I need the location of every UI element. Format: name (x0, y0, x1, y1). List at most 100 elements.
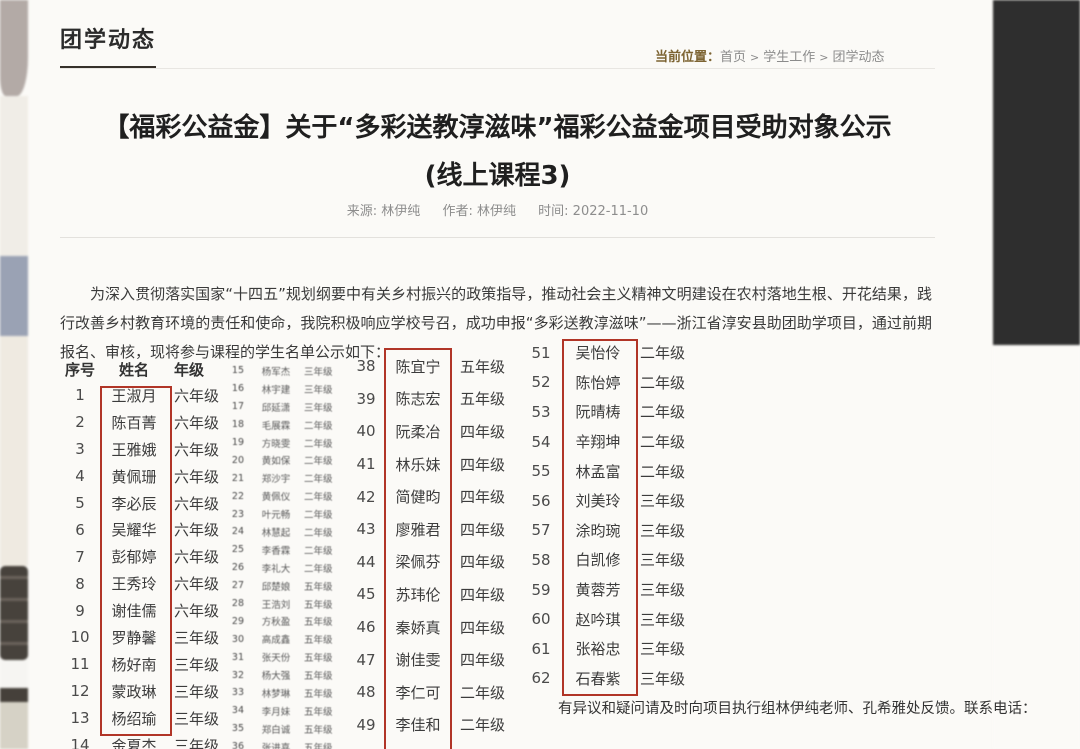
roster-row-grade: 五年级 (304, 688, 333, 700)
roster-row-no: 5 (75, 494, 85, 512)
roster-row-grade: 四年级 (460, 455, 506, 474)
roster-row: 36 张进喜 五年级 (228, 738, 343, 749)
roster-row-no: 58 (531, 550, 551, 569)
roster-row-name: 谢佳雯 (395, 651, 441, 670)
roster-row-no: 17 (231, 401, 244, 413)
roster-row-no: 20 (231, 454, 244, 466)
breadcrumb-link-1[interactable]: 学生工作 (763, 50, 816, 65)
meta-author-value: 林伊纯 (476, 204, 516, 219)
roster-row-no: 34 (231, 705, 244, 717)
highlight-box-names-1 (100, 386, 172, 736)
roster-row-no: 23 (231, 508, 244, 520)
roster-row: 54 辛翔坤 二年级 (528, 427, 703, 457)
roster-row: 1 王淑月 六年级 (60, 382, 290, 409)
roster-row-name: 李香霖 (261, 545, 291, 557)
roster-row-no: 57 (531, 521, 551, 540)
roster-row-name: 陈百菁 (111, 413, 157, 432)
roster-row-name: 方秋盈 (261, 617, 291, 629)
roster-row-grade: 三年级 (640, 669, 686, 688)
roster-row: 3 王雅娥 六年级 (60, 436, 290, 463)
highlight-box-names-4 (562, 339, 638, 696)
roster-row-grade: 三年级 (640, 610, 686, 629)
roster-row: 43 廖雅君 四年级 (352, 513, 527, 546)
roster-row-no: 7 (75, 547, 85, 566)
roster-row-name: 林宇建 (261, 384, 291, 396)
roster-row: 56 刘美玲 三年级 (528, 486, 703, 516)
header-no: 序号 (64, 360, 95, 379)
video-band (0, 336, 28, 566)
roster-row-no: 55 (531, 462, 551, 481)
roster-row: 58 白凯修 三年级 (528, 545, 703, 575)
roster-row-name: 陈志宏 (395, 390, 441, 409)
roster-row-name: 杨大强 (261, 671, 291, 683)
roster-row: 9 谢佳儒 六年级 (60, 597, 290, 624)
roster-row-no: 44 (356, 552, 376, 571)
roster-row: 60 赵吟琪 三年级 (528, 604, 703, 634)
roster-row: 53 阮晴梼 二年级 (528, 397, 703, 427)
roster-row: 55 林孟富 二年级 (528, 456, 703, 486)
roster-row-grade: 六年级 (174, 575, 220, 594)
roster-row-grade: 三年级 (304, 402, 333, 414)
roster-row-name: 李礼大 (261, 563, 291, 575)
roster-row: 52 陈怡婷 二年级 (528, 368, 703, 398)
roster-row-no: 19 (231, 437, 244, 448)
roster-row-grade: 四年级 (460, 553, 506, 572)
roster-row-name: 王雅娥 (111, 440, 157, 459)
roster-row-name: 邱楚娘 (261, 581, 291, 593)
breadcrumb-link-2[interactable]: 团学动态 (832, 50, 885, 65)
roster-row: 31 张天份 五年级 (228, 648, 343, 666)
roster-row-grade: 三年级 (174, 709, 220, 728)
roster-row-no: 18 (231, 419, 244, 431)
roster-row-grade: 四年级 (460, 488, 506, 507)
roster-row-name: 黄如保 (261, 456, 291, 468)
roster-row-name: 林孟富 (575, 462, 621, 481)
breadcrumb-link-0[interactable]: 首页 (720, 50, 747, 65)
roster-row-no: 35 (231, 723, 244, 735)
roster-row-name: 黄蓉芳 (575, 581, 621, 600)
roster-row-name: 梁佩芬 (395, 553, 441, 572)
roster-row-grade: 二年级 (640, 403, 686, 422)
roster-row-grade: 二年级 (640, 433, 686, 452)
roster-row-no: 27 (231, 580, 244, 592)
roster-row: 57 涂昀琬 三年级 (528, 516, 703, 546)
roster-row-no: 12 (70, 682, 90, 701)
roster-row-no: 51 (531, 343, 551, 362)
video-band (0, 702, 28, 749)
roster-row: 46 秦娇真 四年级 (352, 611, 527, 644)
roster-row-no: 56 (531, 491, 551, 510)
roster-row-no: 13 (70, 709, 90, 728)
roster-row-grade: 二年级 (304, 492, 333, 504)
roster-row-no: 29 (231, 615, 244, 627)
roster-row-name: 李仁可 (395, 683, 441, 702)
roster-row-grade: 四年级 (460, 585, 506, 604)
roster-row-grade: 二年级 (304, 474, 333, 486)
roster-row-no: 42 (356, 487, 376, 506)
roster-row: 33 林梦琳 五年级 (228, 684, 343, 702)
roster-row-no: 39 (356, 389, 376, 408)
meta-source-label: 来源: (346, 204, 378, 219)
roster-row-grade: 四年级 (460, 422, 506, 441)
roster-row-grade: 三年级 (640, 551, 686, 570)
header-name: 姓名 (118, 360, 149, 379)
video-band (993, 345, 1080, 749)
roster-row-name: 阮柔冶 (395, 422, 441, 441)
roster-row-no: 1 (75, 386, 85, 405)
roster-row: 44 梁佩芬 四年级 (352, 546, 527, 579)
roster-row-name: 林梦琳 (261, 688, 291, 700)
roster-row-grade: 二年级 (640, 462, 686, 481)
breadcrumb: 当前位置：首页 > 学生工作 > 团学动态 (655, 46, 935, 65)
roster-row-grade: 五年级 (304, 617, 333, 629)
roster-row: 17 邱延潇 三年级 (228, 398, 343, 416)
roster-row-no: 33 (231, 687, 244, 699)
roster-row-no: 10 (70, 628, 90, 647)
roster-row-grade: 五年级 (304, 599, 333, 611)
meta-source-value: 林伊纯 (381, 204, 421, 219)
roster-row: 30 高成鑫 五年级 (228, 630, 343, 648)
roster-row-name: 秦娇真 (395, 618, 441, 637)
roster-row-name: 邱延潇 (261, 402, 291, 414)
roster-row-name: 罗静馨 (111, 628, 157, 647)
roster-row-grade: 三年级 (174, 655, 220, 674)
roster-row: 16 林宇建 三年级 (228, 380, 343, 398)
roster-row: 10 罗静馨 三年级 (60, 624, 290, 651)
